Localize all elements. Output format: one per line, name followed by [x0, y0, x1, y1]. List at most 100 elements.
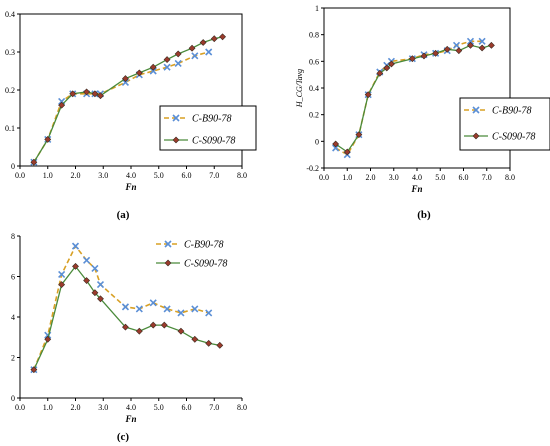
legend-marker	[172, 114, 180, 122]
x-tick-label: 7.0	[209, 403, 219, 412]
series-line-c-b90	[33, 51, 209, 163]
legend-marker	[164, 259, 172, 267]
x-tick-label: 2.0	[366, 173, 376, 182]
data-point-c-s090	[97, 295, 104, 303]
x-tick-label: 6.0	[459, 173, 469, 182]
data-point-c-s090	[219, 33, 226, 41]
data-point-c-b90	[205, 309, 213, 317]
x-tick-label: 1.0	[342, 173, 352, 182]
data-point-c-s090	[205, 339, 213, 347]
chart-panel-b: 0.0 1.0 2.0 3.0 4.0 5.0 6.0 7.0 8.0 -0.2 0 0.2 0.4 0.…	[295, 4, 550, 194]
data-point-c-s090	[58, 101, 66, 109]
data-point-c-s090	[160, 321, 168, 329]
data-point-c-b90	[96, 281, 105, 289]
y-tick-label: 0	[11, 394, 15, 403]
data-point-c-s090	[455, 47, 463, 55]
data-point-c-b90	[91, 264, 99, 272]
chart-panel-a: 0.0 1.0 2.0 3.0 4.0 5.0 6.0 7.0 8.0 0 0.1 0.2 0.3 0.4…	[5, 10, 257, 192]
data-point-c-s090	[408, 55, 416, 63]
data-point-c-s090	[122, 323, 129, 331]
data-point-c-s090	[44, 135, 52, 143]
x-tick-label: 0.0	[15, 171, 25, 180]
x-tick-label: 6.0	[182, 403, 192, 412]
data-point-c-b90	[174, 59, 182, 67]
x-tick-label: 3.0	[98, 171, 108, 180]
legend-label: C-B90-78	[492, 106, 531, 117]
data-point-c-b90	[205, 48, 213, 56]
data-point-c-b90	[163, 305, 171, 313]
data-point-c-s090	[69, 90, 77, 98]
x-tick-label: 0.0	[319, 173, 329, 182]
y-tick-label: 6	[11, 273, 15, 282]
data-point-c-s090	[191, 335, 199, 343]
data-point-c-s090	[44, 335, 52, 343]
x-axis-title: Fn	[124, 182, 136, 192]
x-tick-label: 1.0	[43, 403, 53, 412]
data-point-c-b90	[191, 305, 199, 313]
x-tick-label: 2.0	[71, 403, 81, 412]
x-tick-label: 4.0	[126, 171, 136, 180]
x-tick-label: 7.0	[482, 173, 492, 182]
data-point-c-b90	[58, 270, 66, 279]
data-point-c-s090	[177, 327, 185, 335]
legend-marker	[472, 106, 480, 114]
y-tick-label: 0.2	[309, 111, 319, 120]
legend-marker	[472, 132, 480, 140]
legend-label: C-B90-78	[184, 240, 223, 251]
series-line-c-b90	[33, 244, 209, 370]
x-tick-label: 7.0	[209, 171, 219, 180]
data-point-c-b90	[135, 305, 143, 313]
data-point-c-b90	[83, 256, 91, 264]
y-tick-label: 0.2	[5, 86, 15, 95]
data-point-c-s090	[420, 52, 428, 60]
x-tick-label: 3.0	[98, 403, 108, 412]
data-point-c-b90	[466, 37, 475, 45]
data-point-c-s090	[478, 44, 486, 52]
data-point-c-s090	[210, 35, 218, 43]
data-point-c-b90	[191, 52, 199, 60]
legend-marker	[164, 240, 172, 248]
data-point-c-s090	[443, 45, 451, 53]
legend: C-B90-78 C-S090-78	[459, 97, 550, 151]
data-point-c-s090	[432, 49, 440, 57]
data-point-c-s090	[91, 289, 99, 297]
data-point-c-s090	[83, 88, 91, 96]
caption-c: (c)	[117, 431, 130, 443]
data-point-c-s090	[467, 41, 474, 49]
data-point-c-b90	[149, 67, 157, 75]
data-point-c-s090	[216, 341, 224, 349]
series-line-c-s090	[33, 36, 223, 163]
data-point-c-s090	[91, 90, 99, 98]
y-tick-label: 0.8	[309, 31, 319, 40]
data-point-c-s090	[199, 39, 207, 46]
data-point-c-b90	[71, 242, 80, 250]
data-point-c-s090	[332, 140, 340, 148]
legend-box	[459, 97, 550, 151]
data-point-c-s090	[97, 92, 104, 100]
y-tick-label: 0.3	[5, 48, 15, 57]
data-point-c-b90	[163, 63, 171, 71]
legend-label: C-S090-78	[492, 132, 535, 143]
data-point-c-s090	[163, 56, 171, 64]
y-axis-title: H_CG/Tavg	[295, 69, 304, 108]
data-point-c-b90	[478, 37, 486, 45]
caption-b: (b)	[417, 209, 431, 221]
x-tick-label: 0.0	[15, 403, 25, 412]
data-point-c-s090	[355, 131, 363, 139]
x-tick-label: 5.0	[154, 171, 164, 180]
data-point-c-s090	[149, 63, 157, 71]
data-point-c-s090	[30, 158, 38, 166]
data-point-c-s090	[174, 50, 182, 58]
legend-label: C-S090-78	[192, 136, 235, 147]
x-tick-label: 6.0	[182, 171, 192, 180]
data-point-c-s090	[188, 44, 196, 52]
x-tick-label: 3.0	[389, 173, 399, 182]
x-tick-label: 8.0	[505, 173, 515, 182]
x-tick-label: 8.0	[237, 171, 247, 180]
y-tick-label: 0	[11, 162, 15, 171]
data-point-c-s090	[383, 64, 391, 72]
y-tick-label: 0.6	[309, 57, 319, 66]
data-point-c-s090	[72, 262, 79, 270]
data-point-c-s090	[135, 69, 143, 77]
